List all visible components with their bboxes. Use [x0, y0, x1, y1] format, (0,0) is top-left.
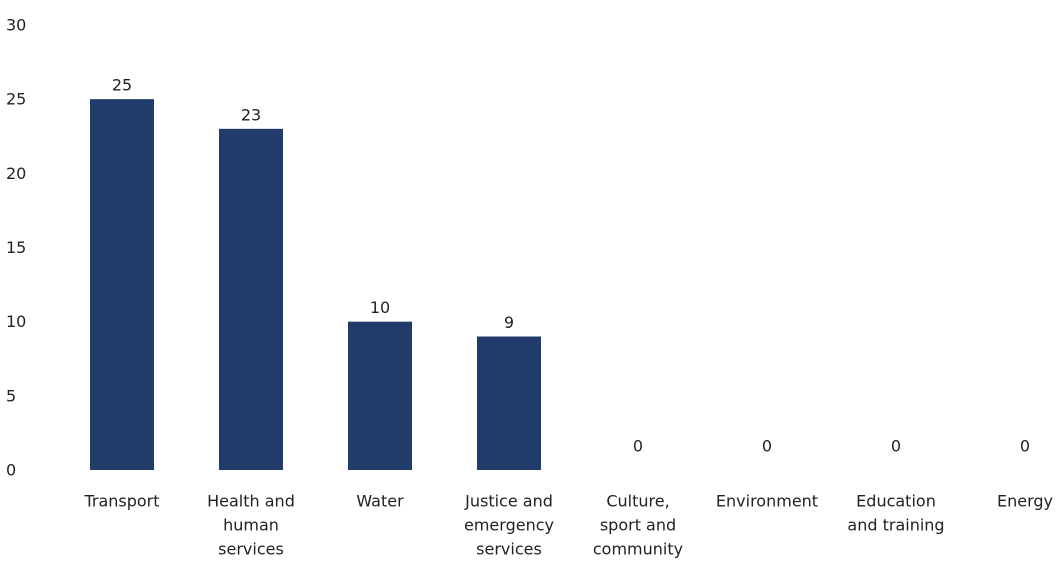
data-label: 0 — [1020, 437, 1030, 456]
data-label: 0 — [762, 437, 772, 456]
y-axis: 0 5 10 15 20 25 30 — [6, 16, 26, 480]
x-tick-label-line: Environment — [716, 492, 818, 511]
x-tick-label-line: emergency — [464, 516, 554, 535]
x-tick-label-line: Education — [856, 492, 936, 511]
y-tick-label: 0 — [6, 461, 16, 480]
data-labels: 25 23 10 9 0 0 0 0 — [112, 76, 1030, 456]
x-tick-label-line: Transport — [83, 492, 159, 511]
data-label: 0 — [633, 437, 643, 456]
x-tick-label-line: services — [218, 540, 284, 559]
x-tick-label: Justice and emergency services — [464, 492, 554, 559]
x-tick-label-line: Health and — [207, 492, 295, 511]
x-tick-label: Health and human services — [207, 492, 295, 559]
x-tick-label-line: Energy — [997, 492, 1053, 511]
x-tick-label: Environment — [716, 492, 818, 511]
x-tick-label: Water — [356, 492, 404, 511]
x-tick-label-line: Justice and — [464, 492, 553, 511]
x-tick-label-line: Water — [356, 492, 404, 511]
data-label: 10 — [370, 298, 390, 317]
y-tick-label: 5 — [6, 386, 16, 405]
x-tick-label-line: community — [593, 540, 683, 559]
data-label: 0 — [891, 437, 901, 456]
x-tick-label-line: human — [223, 516, 279, 535]
y-tick-label: 20 — [6, 164, 26, 183]
y-tick-label: 30 — [6, 16, 26, 35]
x-tick-label-line: sport and — [600, 516, 676, 535]
x-tick-label: Energy — [997, 492, 1053, 511]
bars — [90, 99, 541, 471]
x-tick-label-line: services — [476, 540, 542, 559]
data-label: 9 — [504, 313, 514, 332]
x-tick-label: Education and training — [847, 492, 944, 535]
x-tick-label: Transport — [83, 492, 159, 511]
bar — [477, 336, 541, 470]
x-tick-label-line: and training — [847, 516, 944, 535]
data-label: 25 — [112, 76, 132, 95]
y-tick-label: 15 — [6, 238, 26, 257]
x-tick-label: Culture, sport and community — [593, 492, 683, 559]
x-tick-label-line: Culture, — [606, 492, 669, 511]
bar — [348, 321, 412, 470]
bar — [90, 99, 154, 471]
bar — [219, 128, 283, 471]
x-axis: Transport Health and human services Water Jus… — [83, 492, 1053, 559]
y-tick-label: 25 — [6, 90, 26, 109]
y-tick-label: 10 — [6, 312, 26, 331]
data-label: 23 — [241, 105, 261, 124]
